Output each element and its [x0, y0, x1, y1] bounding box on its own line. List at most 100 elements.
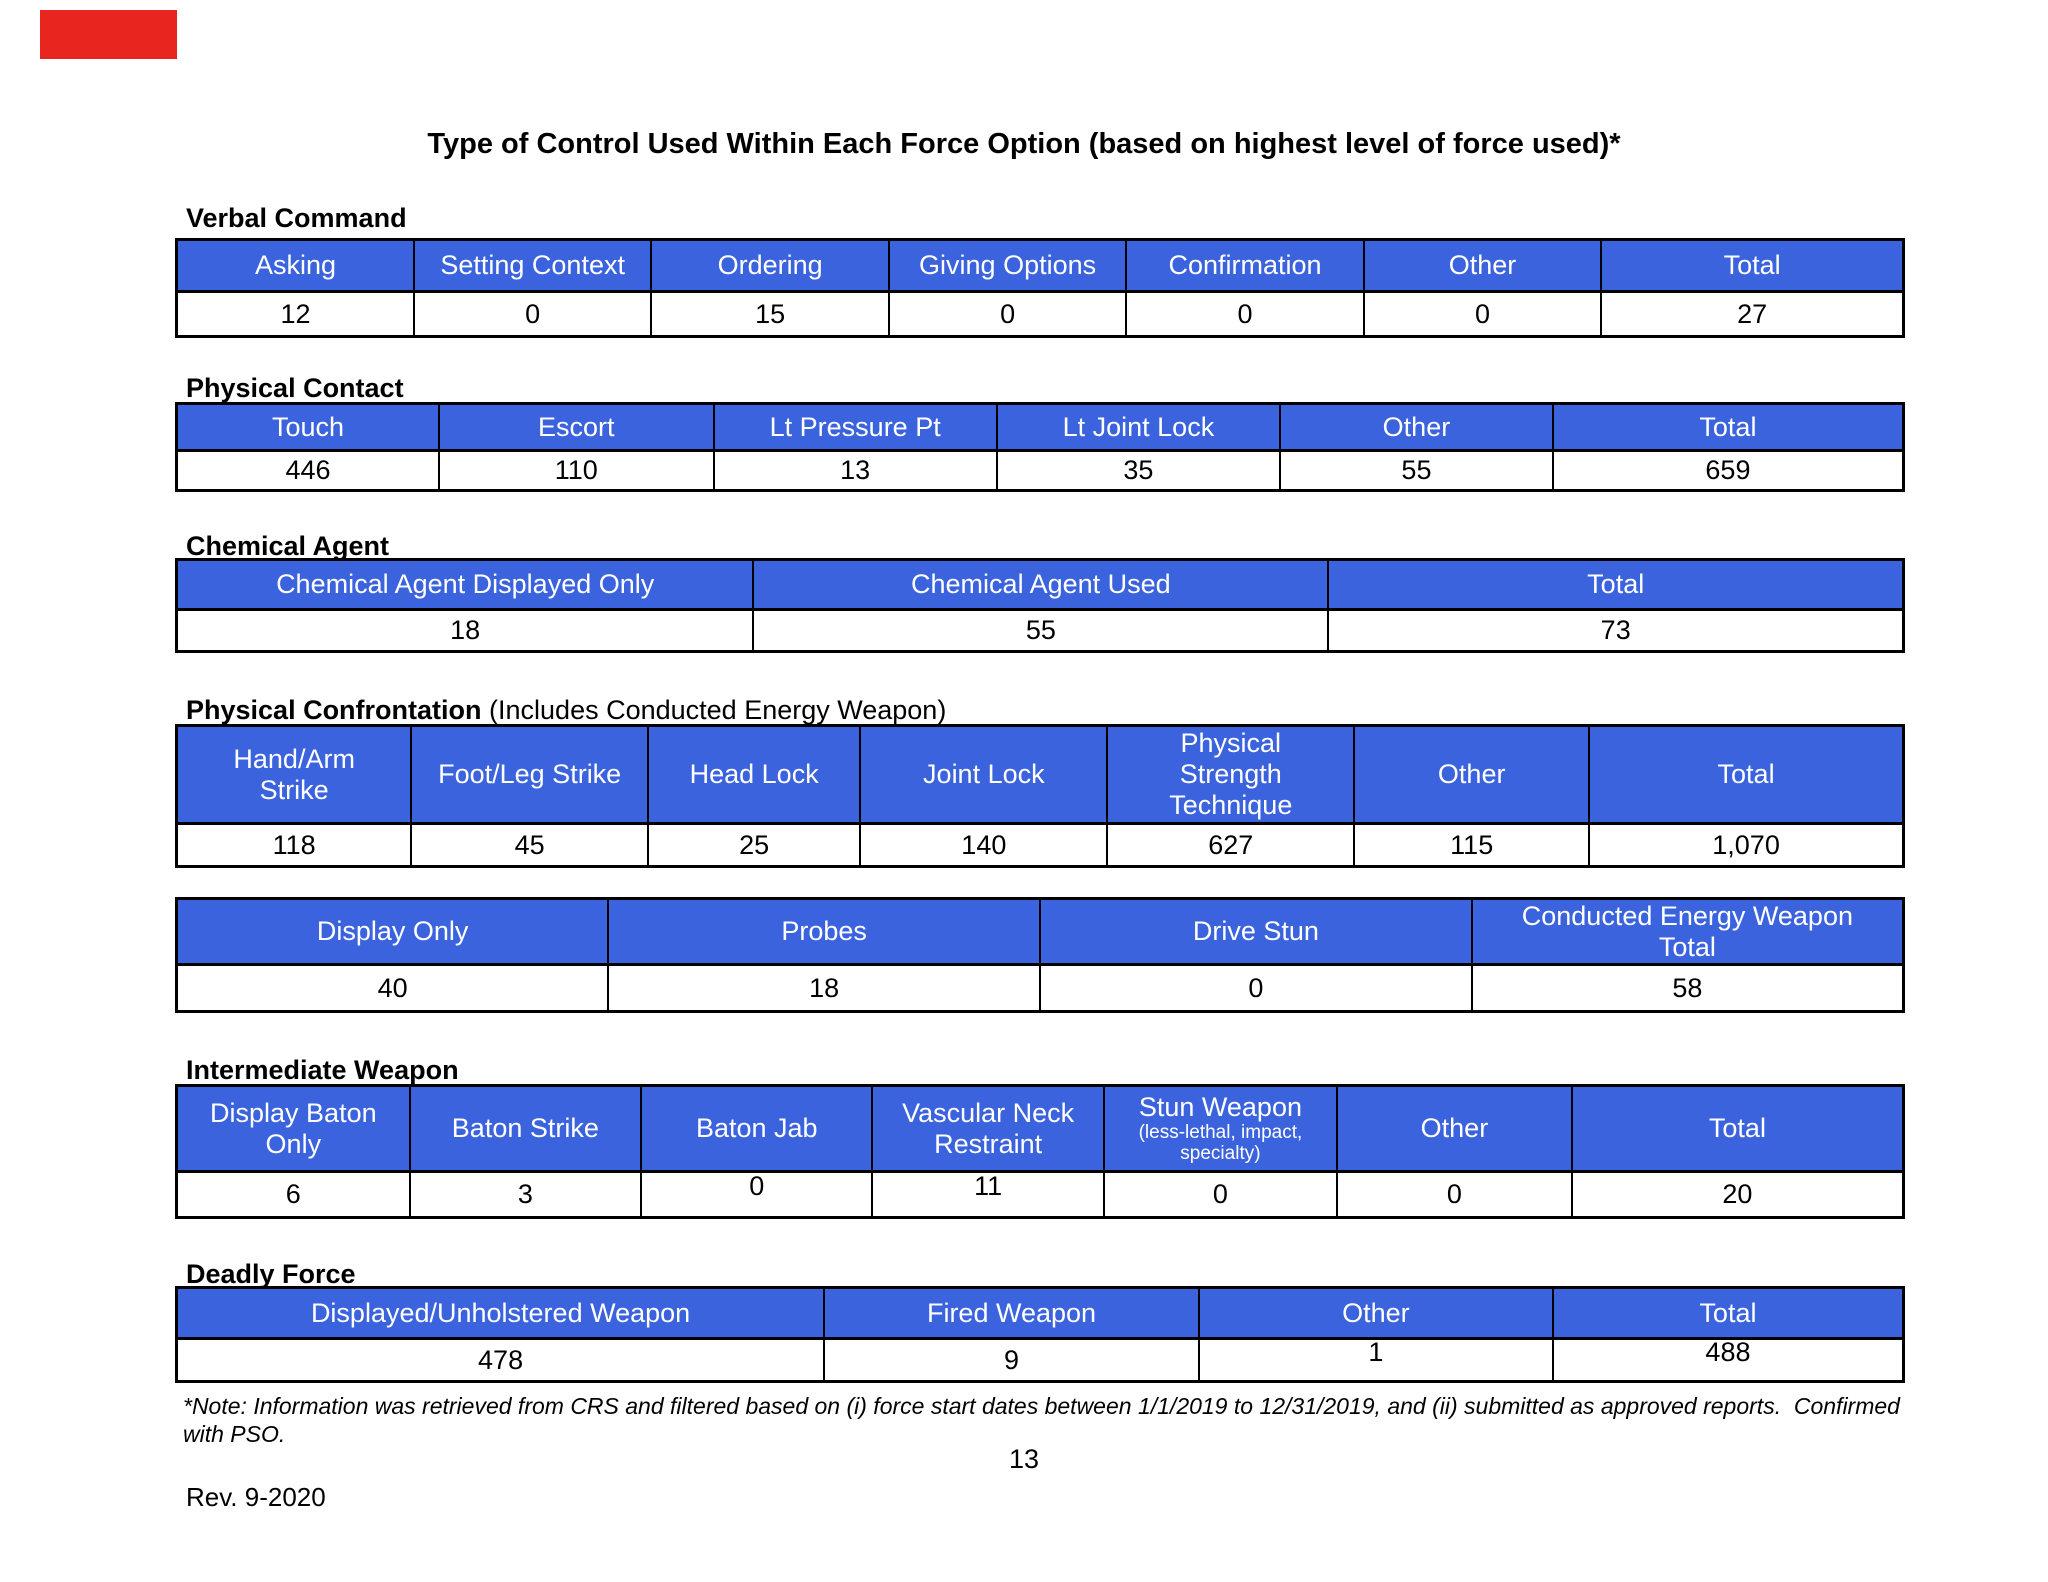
stun-weapon-subtext: (less-lethal, impact, specialty): [1138, 1121, 1303, 1164]
value-cell: 0: [1102, 1170, 1339, 1219]
header-cell: Setting Context: [412, 238, 653, 293]
conducted-energy-weapon-table: Display Only Probes Drive Stun Conducted…: [175, 897, 1905, 1013]
section-heading-physical-contact: Physical Contact: [186, 373, 404, 403]
header-cell: Chemical Agent Displayed Only: [175, 558, 755, 611]
value-cell: 0: [887, 290, 1128, 338]
redaction-box: [40, 10, 177, 59]
value-cell: 446: [175, 449, 440, 492]
value-cell: 0: [1336, 1170, 1573, 1219]
header-cell: Other: [1336, 1084, 1573, 1173]
value-cell: 27: [1600, 290, 1905, 338]
value-cell: 6: [175, 1170, 411, 1219]
value-cell: 0: [1362, 290, 1603, 338]
physical-contact-table: Touch Escort Lt Pressure Pt Lt Joint Loc…: [175, 402, 1905, 492]
header-cell: Baton Jab: [640, 1084, 874, 1173]
revision-label: Rev. 9-2020: [186, 1482, 326, 1512]
header-cell: Probes: [607, 897, 1041, 966]
value-cell: 55: [1279, 449, 1554, 492]
intermediate-weapon-table: Display Baton Only Baton Strike Baton Ja…: [175, 1084, 1905, 1219]
value-cell: 140: [859, 822, 1109, 868]
value-cell: 3: [408, 1170, 643, 1219]
value-raised: 1: [1368, 1338, 1384, 1367]
value-cell: 12: [175, 290, 415, 338]
value-cell: 488: [1551, 1337, 1905, 1383]
header-cell: Display Only: [175, 897, 610, 966]
value-cell: 13: [712, 449, 998, 492]
header-cell: Asking: [175, 238, 415, 293]
header-cell: Escort: [438, 402, 715, 452]
header-cell: Displayed/Unholstered Weapon: [175, 1286, 826, 1340]
verbal-command-table: Asking Setting Context Ordering Giving O…: [175, 238, 1905, 338]
header-cell: Total: [1600, 238, 1905, 293]
value-cell: 25: [646, 822, 862, 868]
value-cell: 18: [175, 608, 755, 653]
header-cell: Head Lock: [646, 724, 862, 825]
header-cell: Other: [1279, 402, 1554, 452]
value-cell: 0: [1039, 963, 1473, 1013]
value-cell: 45: [410, 822, 649, 868]
section-heading-chemical-agent: Chemical Agent: [186, 531, 390, 561]
footnote: *Note: Information was retrieved from CR…: [183, 1393, 1907, 1447]
header-cell: Total: [1551, 402, 1905, 452]
value-cell: 18: [607, 963, 1041, 1013]
value-cell: 9: [823, 1337, 1200, 1383]
value-cell: 20: [1570, 1170, 1905, 1219]
value-cell: 1: [1197, 1337, 1554, 1383]
header-cell: Lt Joint Lock: [995, 402, 1282, 452]
header-cell: Drive Stun: [1039, 897, 1473, 966]
value-cell: 110: [438, 449, 715, 492]
value-cell: 478: [175, 1337, 826, 1383]
section-heading-verbal-command: Verbal Command: [186, 203, 407, 233]
value-cell: 35: [995, 449, 1282, 492]
value-cell: 0: [412, 290, 653, 338]
header-cell: Total: [1327, 558, 1905, 611]
header-cell: Ordering: [650, 238, 890, 293]
heading-bold-part: Physical Confrontation: [186, 695, 482, 725]
header-cell: Foot/Leg Strike: [410, 724, 649, 825]
page-title: Type of Control Used Within Each Force O…: [427, 128, 1621, 160]
page-number: 13: [1008, 1444, 1040, 1474]
header-cell: Other: [1353, 724, 1591, 825]
header-cell: Joint Lock: [859, 724, 1109, 825]
value-raised: 0: [749, 1171, 765, 1202]
value-raised: 488: [1705, 1338, 1751, 1367]
section-heading-intermediate-weapon: Intermediate Weapon: [186, 1055, 459, 1085]
header-cell: Vascular Neck Restraint: [871, 1084, 1105, 1173]
chemical-agent-table: Chemical Agent Displayed Only Chemical A…: [175, 558, 1905, 653]
header-cell: Confirmation: [1125, 238, 1365, 293]
header-cell: Touch: [175, 402, 440, 452]
section-heading-deadly-force: Deadly Force: [186, 1259, 356, 1289]
header-cell: Baton Strike: [408, 1084, 643, 1173]
value-cell: 73: [1327, 608, 1905, 653]
value-cell: 0: [1125, 290, 1365, 338]
header-cell: Total: [1570, 1084, 1905, 1173]
stun-weapon-label: Stun Weapon: [1138, 1092, 1302, 1123]
header-cell-stun-weapon: Stun Weapon (less-lethal, impact, special…: [1102, 1084, 1339, 1173]
header-cell: Other: [1362, 238, 1603, 293]
header-cell: Display Baton Only: [175, 1084, 411, 1173]
value-cell: 0: [640, 1170, 874, 1219]
header-cell: Giving Options: [887, 238, 1128, 293]
header-cell: Lt Pressure Pt: [712, 402, 998, 452]
header-cell: Total: [1588, 724, 1905, 825]
header-cell: Other: [1197, 1286, 1554, 1340]
value-cell: 55: [752, 608, 1330, 653]
header-cell: Hand/Arm Strike: [175, 724, 413, 825]
header-cell: Physical Strength Technique: [1106, 724, 1356, 825]
value-raised: 11: [974, 1171, 1003, 1202]
value-cell: 40: [175, 963, 610, 1013]
value-cell: 58: [1470, 963, 1905, 1013]
header-cell: Chemical Agent Used: [752, 558, 1330, 611]
value-cell: 118: [175, 822, 413, 868]
value-cell: 1,070: [1588, 822, 1905, 868]
value-cell: 11: [871, 1170, 1105, 1219]
deadly-force-table: Displayed/Unholstered Weapon Fired Weapo…: [175, 1286, 1905, 1383]
value-cell: 115: [1353, 822, 1591, 868]
header-cell: Fired Weapon: [823, 1286, 1200, 1340]
heading-normal-part: (Includes Conducted Energy Weapon): [481, 695, 947, 725]
header-cell: Conducted Energy Weapon Total: [1470, 897, 1905, 966]
physical-confrontation-table: Hand/Arm Strike Foot/Leg Strike Head Loc…: [175, 724, 1905, 868]
section-heading-physical-confrontation: Physical Confrontation (Includes Conduct…: [186, 694, 946, 726]
header-cell: Total: [1551, 1286, 1905, 1340]
